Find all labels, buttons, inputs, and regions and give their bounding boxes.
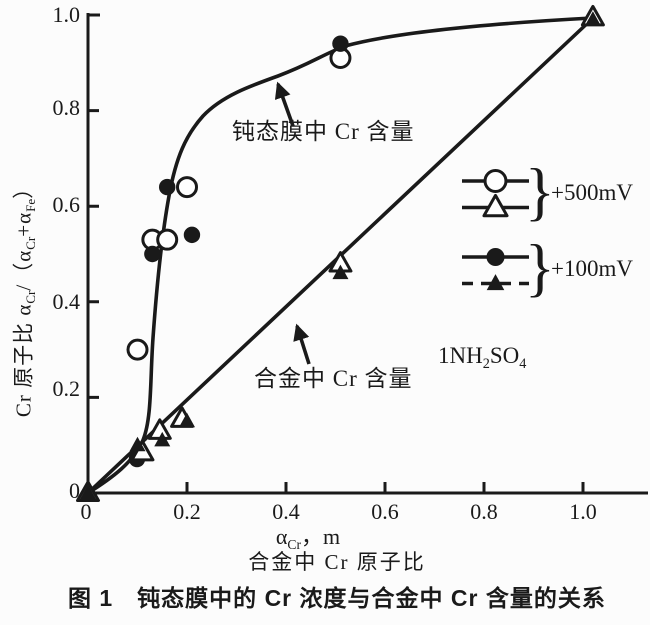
open-triangle-marker — [482, 193, 509, 218]
open-triangle-marker — [147, 418, 172, 440]
open-circle-marker — [483, 169, 508, 193]
filled-triangle-marker — [154, 431, 171, 447]
y-tick-label-0.8: 0.8 — [52, 95, 81, 120]
x-axis-ticks — [185, 482, 585, 493]
legend-brace-500mv: } — [525, 156, 555, 228]
filled-circle-marker — [159, 178, 176, 196]
x-tick-label-0.2: 0.2 — [173, 499, 201, 524]
y-tick-label-1.0: 1.0 — [52, 2, 81, 27]
filled-triangle-marker — [179, 412, 195, 428]
x-axis-label-line2: 合金中 Cr 原子比 — [248, 550, 426, 574]
x-tick-label-1.0: 1.0 — [569, 499, 597, 524]
y-tick-label-0: 0 — [69, 478, 80, 503]
y-tick-label-0.2: 0.2 — [52, 376, 81, 401]
legend-label-500mv: +500mV — [551, 180, 633, 205]
filled-circle-marker — [144, 245, 161, 263]
filled-circle-marker — [183, 226, 201, 244]
y-tick-label-0.6: 0.6 — [52, 192, 81, 217]
x-tick-label-0.6: 0.6 — [371, 499, 399, 524]
x-tick-label-0.8: 0.8 — [470, 499, 498, 524]
x-tick-label-0: 0 — [80, 499, 92, 524]
filled-triangle-marker — [486, 274, 505, 291]
film-curve-annotation: 钝态膜中 Cr 含量 — [232, 119, 415, 144]
film-curve — [86, 16, 594, 495]
open-circle-marker — [126, 338, 149, 361]
data-markers — [76, 4, 605, 502]
filled-triangle-marker — [129, 436, 146, 452]
film-annotation-arrow — [274, 81, 295, 127]
alloy-annotation-arrow — [293, 323, 311, 365]
open-circle-marker — [156, 228, 179, 251]
x-axis-label: αCr，m — [275, 524, 341, 552]
alloy-line-annotation: 合金中 Cr 含量 — [254, 366, 413, 391]
filled-circle-marker — [486, 247, 505, 267]
y-tick-label-0.4: 0.4 — [52, 289, 81, 314]
figure-caption: 图 1 钝态膜中的 Cr 浓度与合金中 Cr 含量的关系 — [68, 585, 606, 611]
filled-circle-marker — [332, 35, 349, 52]
filled-triangle-marker — [584, 11, 601, 26]
legend-keys — [462, 169, 529, 291]
y-axis-ticks — [88, 13, 100, 399]
filled-triangle-marker — [80, 484, 96, 499]
x-tick-label-0.4: 0.4 — [272, 499, 300, 524]
legend-brace-100mv: } — [525, 232, 555, 304]
y-axis-label: Cr 原子比 αCr/（αCr+αFe） — [11, 176, 38, 418]
open-circle-marker — [176, 176, 198, 199]
electrolyte-annotation: 1NH2SO4 — [438, 343, 527, 372]
legend-label-100mv: +100mV — [551, 256, 633, 281]
filled-triangle-marker — [332, 264, 349, 280]
